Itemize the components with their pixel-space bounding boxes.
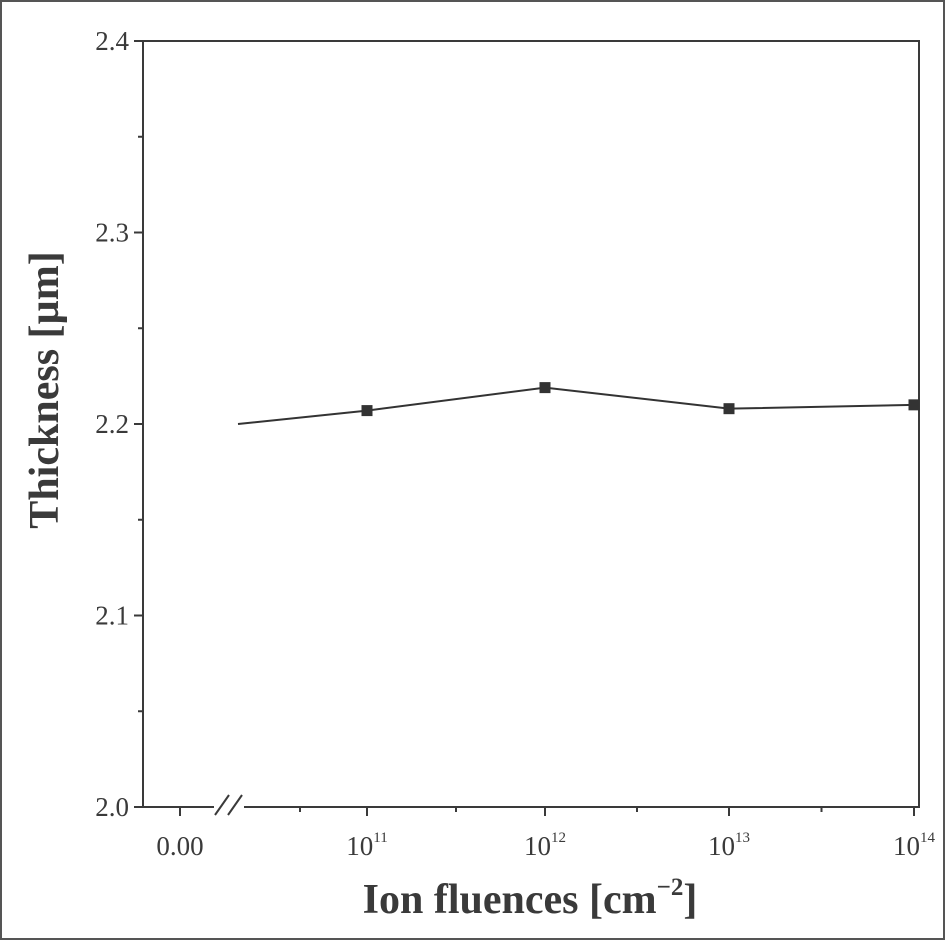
y-tick-label: 2.0 — [95, 792, 129, 822]
y-tick-label: 2.3 — [95, 218, 129, 248]
x-axis-title-suffix: ] — [683, 877, 697, 923]
x-tick-exponent: 14 — [920, 830, 936, 846]
x-axis-title-base: Ion fluences [cm — [363, 877, 657, 923]
x-tick-label: 0.00 — [156, 831, 203, 861]
x-tick-label: 1013 — [708, 830, 750, 861]
x-axis-title: Ion fluences [cm−2] — [363, 874, 698, 923]
axis-break-slash — [227, 794, 243, 816]
x-tick-base: 10 — [893, 831, 920, 861]
x-tick-label: 1011 — [346, 830, 387, 861]
data-point-marker — [361, 405, 373, 417]
x-tick-label: 1012 — [524, 830, 566, 861]
series-line — [237, 386, 915, 425]
x-tick-exponent: 11 — [373, 830, 387, 846]
x-tick-base: 10 — [708, 831, 735, 861]
y-axis-ticks: 2.0 2.1 2.2 2.3 2.4 — [95, 26, 143, 822]
data-series — [237, 382, 920, 425]
x-tick-base: 10 — [524, 831, 551, 861]
data-point-marker — [723, 403, 735, 415]
y-tick-label: 2.2 — [95, 409, 129, 439]
y-tick-label: 2.1 — [95, 601, 129, 631]
x-axis-title-exponent: −2 — [657, 874, 684, 901]
plot-frame — [142, 40, 920, 808]
y-axis-title: Thickness [µm] — [22, 251, 68, 528]
x-tick-label: 1014 — [893, 830, 936, 861]
x-tick-base: 10 — [346, 831, 373, 861]
x-tick-exponent: 13 — [735, 830, 750, 846]
data-point-marker — [539, 382, 551, 394]
x-axis-break-mark — [214, 794, 244, 816]
axis-break-slash — [214, 794, 230, 816]
x-tick-base: 0.00 — [156, 831, 203, 861]
data-point-marker — [908, 399, 920, 411]
x-axis-ticks: 0.00 1011 1012 1013 1014 — [156, 807, 936, 861]
y-tick-label: 2.4 — [95, 26, 129, 56]
x-tick-exponent: 12 — [551, 830, 566, 846]
